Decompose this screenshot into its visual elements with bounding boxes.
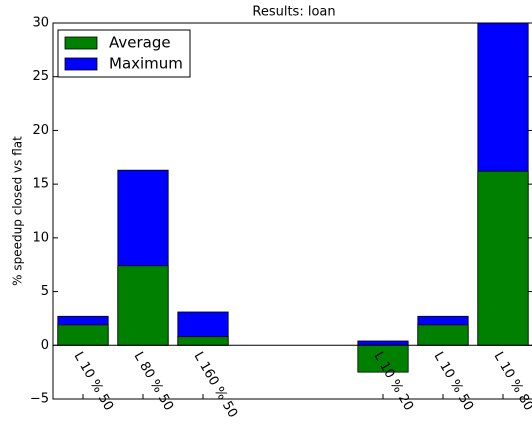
y-tick-label: 30: [32, 16, 49, 31]
bar: [477, 170, 529, 346]
x-tick-label: L 10 % 50: [71, 350, 117, 414]
x-tick-label: L 80 % 50: [131, 350, 177, 414]
bar: [357, 340, 409, 346]
y-tick-label: 5: [41, 284, 49, 299]
x-tick-label: L 10 % 50: [431, 350, 477, 414]
bar: [417, 324, 469, 346]
bar: [357, 344, 409, 373]
y-tick-label: 10: [32, 230, 49, 245]
bar: [177, 336, 229, 346]
legend-swatch: [64, 57, 98, 71]
plot-frame: [52, 22, 532, 400]
y-tick-label: 0: [41, 338, 49, 353]
bar: [117, 265, 169, 346]
y-tick-label: 20: [32, 123, 49, 138]
y-tick-label: 25: [32, 69, 49, 84]
x-tick-label: L 10 % 80: [491, 350, 532, 414]
y-axis-label: % speedup closed vs flat: [11, 136, 25, 286]
bar: [57, 324, 109, 346]
legend: Average Maximum: [57, 29, 191, 78]
chart-title: Results: loan: [252, 5, 335, 20]
x-tick-label: L 160 % 50: [191, 350, 241, 421]
legend-swatch: [64, 36, 98, 50]
y-tick-label: 15: [32, 177, 49, 192]
legend-label: Maximum: [109, 55, 183, 73]
y-tick-label: −5: [30, 392, 49, 407]
legend-label: Average: [109, 34, 171, 52]
